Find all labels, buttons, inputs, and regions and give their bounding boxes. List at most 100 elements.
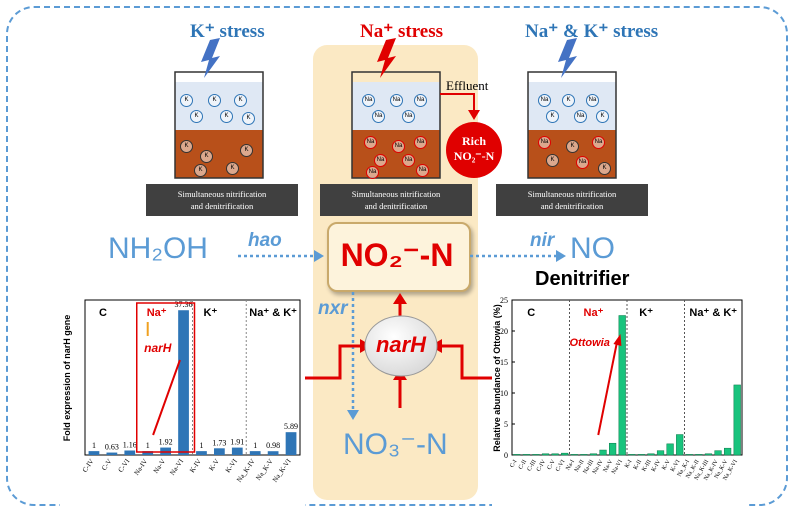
chart2-tick-label: K-IV bbox=[651, 458, 663, 473]
chart1-bar bbox=[106, 452, 118, 455]
chart1-tick-label: K-V bbox=[207, 458, 221, 473]
ion-circle: K bbox=[598, 162, 611, 175]
ion-circle: K bbox=[562, 94, 575, 107]
chart1-tick-label: C-IV bbox=[81, 458, 96, 474]
chart2-tick-label: Na-IV bbox=[592, 458, 605, 475]
chart1-value-label: 1 bbox=[253, 441, 257, 450]
chart2-bar bbox=[561, 452, 569, 456]
chart1-value-label: 0.63 bbox=[105, 443, 119, 452]
chart2-bar bbox=[599, 449, 607, 456]
chart2-bar bbox=[551, 453, 559, 456]
chart1-tick-label: Na-V bbox=[152, 458, 167, 475]
rich-line: Rich bbox=[462, 134, 486, 148]
chart1-group-label: Na⁺ bbox=[147, 307, 167, 319]
chart1-value-label: 1.73 bbox=[212, 438, 226, 447]
nak-caption: Simultaneous nitrification and denitrifi… bbox=[496, 184, 648, 216]
ion-circle: K bbox=[200, 150, 213, 163]
na-stress-title: Na⁺ stress bbox=[360, 21, 444, 42]
ion-circle: Na bbox=[364, 136, 377, 149]
chart2-ytick-label: 5 bbox=[504, 420, 508, 429]
chart2-bar bbox=[676, 434, 684, 456]
ion-circle: Na bbox=[574, 110, 587, 123]
chart1-bar bbox=[142, 451, 154, 455]
chart2-bar bbox=[724, 447, 732, 456]
chart1-tick-label: Na-IV bbox=[133, 458, 150, 477]
ion-circle: K bbox=[190, 110, 203, 123]
chart1-value-label: 1.92 bbox=[159, 438, 173, 447]
chart2-tick-label: K-III bbox=[641, 459, 652, 473]
chart1-bar bbox=[88, 451, 100, 455]
ion-circle: K bbox=[194, 164, 207, 177]
narh-label: narH bbox=[375, 332, 427, 357]
rich-line: NO₂⁻-N bbox=[453, 149, 495, 163]
chart2-tick-label: Na-II bbox=[574, 459, 586, 473]
chart2-ytick-label: 15 bbox=[500, 358, 508, 367]
caption-line: Simultaneous nitrification bbox=[177, 189, 267, 199]
chart2-bar bbox=[695, 454, 703, 456]
ion-circle: K bbox=[208, 94, 221, 107]
chart2-tick-label: C-I bbox=[509, 459, 518, 469]
chart2-ytick-label: 0 bbox=[504, 451, 508, 460]
effluent-arrow bbox=[440, 93, 475, 112]
ion-circle: Na bbox=[390, 94, 403, 107]
chart1-bar bbox=[231, 447, 243, 455]
chart1-value-label: 1 bbox=[92, 441, 96, 450]
ion-circle: K bbox=[242, 112, 255, 125]
chart2-tick-label: C-II bbox=[518, 459, 528, 471]
chart2-bar bbox=[609, 442, 617, 456]
chart2-bar bbox=[589, 453, 598, 456]
chart2-bar bbox=[647, 453, 655, 456]
ion-circle: Na bbox=[576, 156, 589, 169]
ion-circle: Na bbox=[538, 94, 551, 107]
k-stress-title: K⁺ stress bbox=[190, 21, 265, 42]
na-caption: Simultaneous nitrification and denitrifi… bbox=[320, 184, 472, 216]
caption-line: Simultaneous nitrification bbox=[351, 189, 441, 199]
chart1-value-label: 1.16 bbox=[123, 441, 137, 450]
chart2-tick-label: K-I bbox=[624, 459, 633, 469]
chart1-ylabel: Fold expression of narH gene bbox=[62, 315, 72, 442]
chart2-bar bbox=[685, 454, 693, 456]
rich-no2-circle bbox=[446, 122, 502, 178]
ion-circle: Na bbox=[586, 94, 599, 107]
chart2-bar bbox=[637, 454, 645, 456]
nh2oh-label: NH₂OH bbox=[108, 232, 208, 265]
chart1-group-label: K⁺ bbox=[204, 307, 218, 319]
chart2-tick-label: C-VI bbox=[555, 459, 566, 473]
chart1-bar bbox=[178, 310, 189, 455]
ion-circle: Na bbox=[402, 154, 415, 167]
rich-label: Rich NO₂⁻-N bbox=[446, 134, 502, 164]
ion-circle: K bbox=[240, 144, 253, 157]
chart2-ytick-label: 10 bbox=[500, 389, 508, 398]
chart1-value-label: 1 bbox=[146, 441, 150, 450]
chart1-bar bbox=[196, 451, 207, 455]
ion-circle: Na bbox=[366, 166, 379, 179]
chart2-tick-label: K-V bbox=[661, 458, 672, 471]
ion-circle: K bbox=[220, 110, 233, 123]
ion-circle: Na bbox=[538, 136, 551, 149]
chart1-value-label: 0.98 bbox=[266, 441, 280, 450]
ion-circle: Na bbox=[416, 164, 429, 177]
ion-circle: Na bbox=[362, 94, 375, 107]
k-caption: Simultaneous nitrification and denitrifi… bbox=[146, 184, 298, 216]
lightning-icon bbox=[558, 38, 577, 78]
chart2-bar bbox=[513, 454, 521, 456]
chart2-trend-arrow bbox=[597, 339, 619, 436]
ion-circle: K bbox=[566, 140, 579, 153]
chart2-group-label: C bbox=[527, 307, 535, 319]
chart1-value-label: 1.91 bbox=[230, 438, 244, 447]
chart1-annotation: narH bbox=[144, 341, 172, 355]
chart1-bar bbox=[249, 451, 261, 455]
denitrifier-label: Denitrifier bbox=[535, 268, 630, 290]
ion-circle: K bbox=[546, 154, 559, 167]
chart2-bar bbox=[580, 454, 588, 456]
ion-circle: Na bbox=[402, 110, 415, 123]
chart2-bar bbox=[656, 450, 665, 456]
ion-circle: Na bbox=[592, 136, 605, 149]
chart2-tick-label: Na-I bbox=[565, 459, 576, 472]
chart2-group-label: K⁺ bbox=[639, 307, 653, 319]
chart1-bar bbox=[285, 432, 297, 455]
chart2-bar bbox=[628, 454, 636, 456]
chart2-bar bbox=[666, 443, 674, 456]
ion-circle: Na bbox=[392, 140, 405, 153]
chart2-ytick-label: 25 bbox=[500, 296, 508, 305]
